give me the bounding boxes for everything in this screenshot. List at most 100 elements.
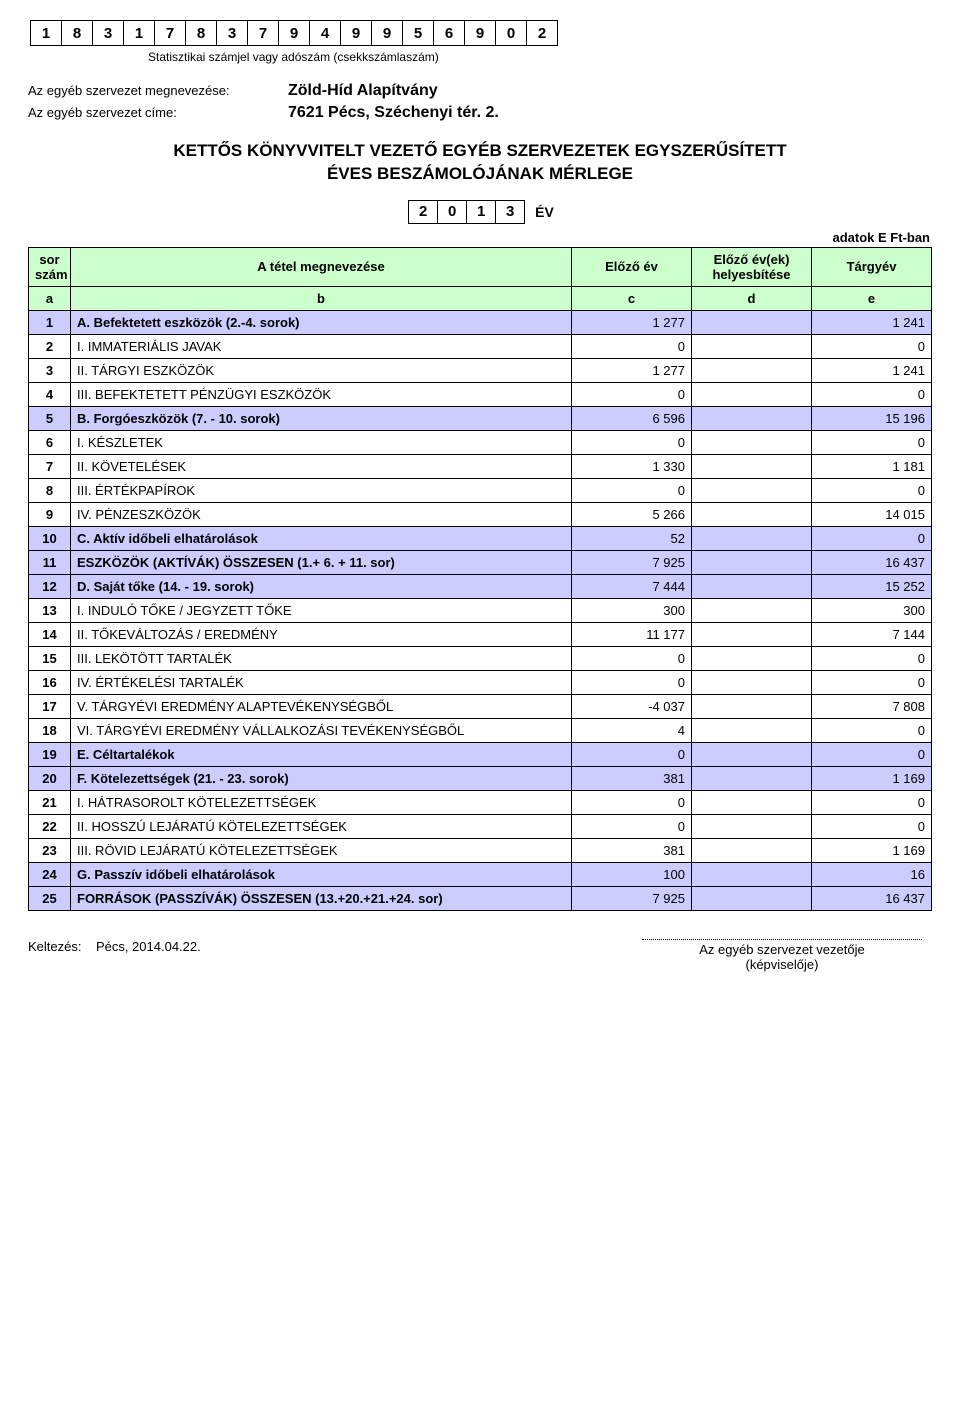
year-digit: 3	[495, 200, 525, 224]
title-line-2: ÉVES BESZÁMOLÓJÁNAK MÉRLEGE	[327, 164, 633, 183]
row-name: F. Kötelezettségek (21. - 23. sorok)	[71, 766, 572, 790]
table-row: 17V. TÁRGYÉVI EREDMÉNY ALAPTEVÉKENYSÉGBŐ…	[29, 694, 932, 718]
row-correction	[692, 598, 812, 622]
row-prev-year: 6 596	[572, 406, 692, 430]
row-name: I. HÁTRASOROLT KÖTELEZETTSÉGEK	[71, 790, 572, 814]
table-row: 5B. Forgóeszközök (7. - 10. sorok)6 5961…	[29, 406, 932, 430]
row-number: 12	[29, 574, 71, 598]
date-label: Keltezés:	[28, 939, 81, 954]
tax-id-digit: 2	[526, 20, 558, 46]
row-current-year: 7 144	[812, 622, 932, 646]
table-row: 10C. Aktív időbeli elhatárolások520	[29, 526, 932, 550]
unit-note: adatok E Ft-ban	[28, 230, 930, 245]
header-a: a	[29, 286, 71, 310]
row-current-year: 1 181	[812, 454, 932, 478]
row-current-year: 0	[812, 814, 932, 838]
row-number: 25	[29, 886, 71, 910]
table-row: 8III. ÉRTÉKPAPÍROK00	[29, 478, 932, 502]
signature-block: Az egyéb szervezet vezetője (képviselője…	[632, 939, 932, 972]
row-correction	[692, 406, 812, 430]
tax-id-digit: 1	[123, 20, 155, 46]
header-sor: sor szám	[29, 247, 71, 286]
table-row: 12D. Saját tőke (14. - 19. sorok)7 44415…	[29, 574, 932, 598]
row-current-year: 15 252	[812, 574, 932, 598]
tax-id-digit: 9	[464, 20, 496, 46]
tax-id-digit: 9	[371, 20, 403, 46]
row-correction	[692, 622, 812, 646]
row-name: III. LEKÖTÖTT TARTALÉK	[71, 646, 572, 670]
row-prev-year: 100	[572, 862, 692, 886]
header-c: c	[572, 286, 692, 310]
row-current-year: 0	[812, 430, 932, 454]
balance-table: sor szám A tétel megnevezése Előző év El…	[28, 247, 932, 911]
table-row: 11ESZKÖZÖK (AKTÍVÁK) ÖSSZESEN (1.+ 6. + …	[29, 550, 932, 574]
row-prev-year: 1 277	[572, 310, 692, 334]
row-prev-year: -4 037	[572, 694, 692, 718]
table-row: 13I. INDULÓ TŐKE / JEGYZETT TŐKE300300	[29, 598, 932, 622]
row-current-year: 0	[812, 742, 932, 766]
row-number: 20	[29, 766, 71, 790]
row-current-year: 0	[812, 718, 932, 742]
row-current-year: 1 169	[812, 766, 932, 790]
row-correction	[692, 454, 812, 478]
table-row: 3II. TÁRGYI ESZKÖZÖK1 2771 241	[29, 358, 932, 382]
header-helyesb: Előző év(ek) helyesbítése	[692, 247, 812, 286]
row-name: III. ÉRTÉKPAPÍROK	[71, 478, 572, 502]
tax-id-digit: 4	[309, 20, 341, 46]
header-tetel: A tétel megnevezése	[71, 247, 572, 286]
row-correction	[692, 718, 812, 742]
row-current-year: 15 196	[812, 406, 932, 430]
row-correction	[692, 382, 812, 406]
row-name: VI. TÁRGYÉVI EREDMÉNY VÁLLALKOZÁSI TEVÉK…	[71, 718, 572, 742]
header-elozo: Előző év	[572, 247, 692, 286]
row-correction	[692, 694, 812, 718]
table-row: 9IV. PÉNZESZKÖZÖK5 26614 015	[29, 502, 932, 526]
row-number: 24	[29, 862, 71, 886]
row-prev-year: 7 444	[572, 574, 692, 598]
row-correction	[692, 742, 812, 766]
header-b: b	[71, 286, 572, 310]
tax-id-caption: Statisztikai számjel vagy adószám (csekk…	[148, 50, 932, 64]
row-name: IV. ÉRTÉKELÉSI TARTALÉK	[71, 670, 572, 694]
row-name: V. TÁRGYÉVI EREDMÉNY ALAPTEVÉKENYSÉGBŐL	[71, 694, 572, 718]
row-prev-year: 0	[572, 790, 692, 814]
row-current-year: 0	[812, 790, 932, 814]
row-number: 18	[29, 718, 71, 742]
tax-id-digit: 5	[402, 20, 434, 46]
row-number: 2	[29, 334, 71, 358]
year-digits: 2013	[408, 200, 525, 224]
row-correction	[692, 790, 812, 814]
row-number: 8	[29, 478, 71, 502]
row-current-year: 0	[812, 334, 932, 358]
row-correction	[692, 526, 812, 550]
table-row: 6I. KÉSZLETEK00	[29, 430, 932, 454]
table-row: 20F. Kötelezettségek (21. - 23. sorok)38…	[29, 766, 932, 790]
row-name: III. BEFEKTETETT PÉNZÜGYI ESZKÖZÖK	[71, 382, 572, 406]
row-correction	[692, 862, 812, 886]
tax-id-digit: 3	[92, 20, 124, 46]
row-current-year: 14 015	[812, 502, 932, 526]
row-prev-year: 300	[572, 598, 692, 622]
signature-title: Az egyéb szervezet vezetője	[632, 942, 932, 957]
header-targy: Tárgyév	[812, 247, 932, 286]
row-correction	[692, 502, 812, 526]
row-current-year: 0	[812, 382, 932, 406]
document-title: KETTŐS KÖNYVVITELT VEZETŐ EGYÉB SZERVEZE…	[88, 140, 872, 186]
row-prev-year: 0	[572, 382, 692, 406]
row-current-year: 300	[812, 598, 932, 622]
year-digit: 2	[408, 200, 438, 224]
row-prev-year: 11 177	[572, 622, 692, 646]
row-current-year: 0	[812, 526, 932, 550]
tax-id-digit: 7	[247, 20, 279, 46]
row-number: 22	[29, 814, 71, 838]
table-row: 18VI. TÁRGYÉVI EREDMÉNY VÁLLALKOZÁSI TEV…	[29, 718, 932, 742]
tax-id-digit: 8	[185, 20, 217, 46]
row-name: A. Befektetett eszközök (2.-4. sorok)	[71, 310, 572, 334]
title-line-1: KETTŐS KÖNYVVITELT VEZETŐ EGYÉB SZERVEZE…	[173, 141, 786, 160]
header-e: e	[812, 286, 932, 310]
row-correction	[692, 358, 812, 382]
row-name: II. HOSSZÚ LEJÁRATÚ KÖTELEZETTSÉGEK	[71, 814, 572, 838]
row-number: 1	[29, 310, 71, 334]
date-block: Keltezés: Pécs, 2014.04.22.	[28, 939, 201, 972]
tax-id-digits: 18317837949956902	[30, 20, 932, 46]
